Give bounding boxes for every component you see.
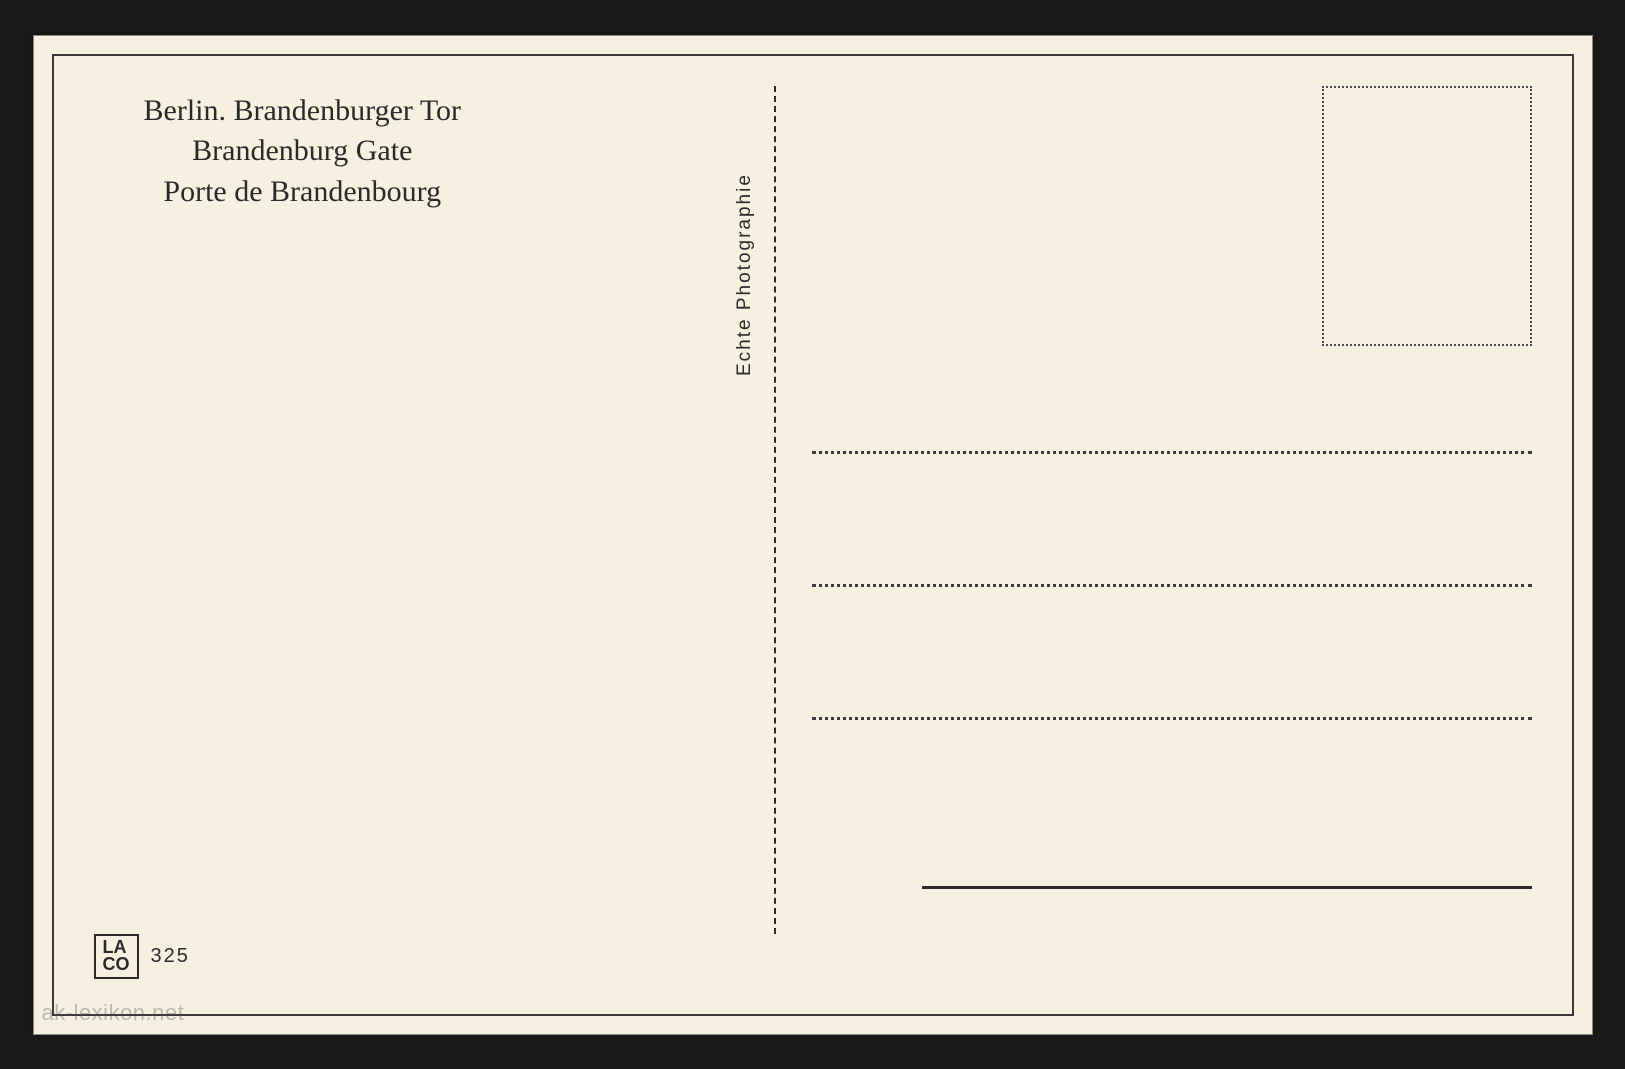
title-line-1: Berlin. Brandenburger Tor xyxy=(144,91,462,132)
publisher-block: LA CO 325 xyxy=(94,934,190,978)
logo-line-2: CO xyxy=(103,956,130,973)
title-block: Berlin. Brandenburger Tor Brandenburg Ga… xyxy=(144,91,462,213)
postcard-back: Berlin. Brandenburger Tor Brandenburg Ga… xyxy=(33,35,1593,1035)
publisher-number: 325 xyxy=(151,945,190,968)
publisher-logo: LA CO xyxy=(94,934,139,978)
address-underline xyxy=(922,886,1532,889)
address-lines xyxy=(812,451,1532,850)
title-line-3: Porte de Brandenbourg xyxy=(144,172,462,213)
vertical-label: Echte Photographie xyxy=(734,173,756,376)
center-divider xyxy=(774,86,776,934)
stamp-box xyxy=(1322,86,1532,346)
title-line-2: Brandenburg Gate xyxy=(144,131,462,172)
address-line-2 xyxy=(812,584,1532,587)
address-line-1 xyxy=(812,451,1532,454)
address-line-3 xyxy=(812,717,1532,720)
watermark: ak-lexikon.net xyxy=(42,1000,185,1026)
